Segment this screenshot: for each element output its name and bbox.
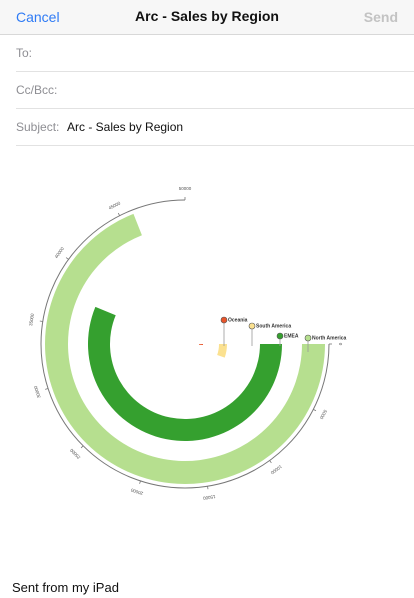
legend-label-south-america: South America bbox=[256, 324, 291, 330]
scale-tick-label: 15000 bbox=[202, 494, 216, 501]
to-label: To: bbox=[16, 46, 33, 60]
to-field[interactable]: To: bbox=[16, 35, 414, 72]
navigation-bar: Cancel Arc - Sales by Region Send bbox=[0, 0, 414, 35]
legend-label-oceania: Oceania bbox=[228, 318, 248, 324]
scale-tick bbox=[117, 212, 120, 216]
scale-tick bbox=[269, 460, 272, 464]
subject-field[interactable]: Subject: Arc - Sales by Region bbox=[16, 109, 414, 146]
legend-pin-marker-oceania bbox=[220, 316, 228, 324]
scale-tick-label: 50000 bbox=[179, 186, 192, 191]
scale-tick bbox=[80, 445, 84, 449]
cancel-button[interactable]: Cancel bbox=[16, 9, 60, 25]
scale-tick-label: 0 bbox=[338, 343, 343, 346]
scale-tick-label: 5000 bbox=[319, 409, 328, 421]
scale-tick bbox=[139, 480, 141, 484]
arc-south-america[interactable] bbox=[217, 344, 227, 358]
arc-chart: 0 5000 10000 15000 20000 25000 30000 35000 40000… bbox=[28, 186, 346, 501]
cc-bcc-field[interactable]: Cc/Bcc: bbox=[16, 72, 414, 109]
subject-value[interactable]: Arc - Sales by Region bbox=[67, 120, 184, 134]
scale-tick-label: 30000 bbox=[33, 385, 42, 399]
legend-label-emea: EMEA bbox=[284, 334, 299, 340]
legend-pin-marker-south-america bbox=[248, 322, 256, 330]
arc-north-america[interactable] bbox=[44, 213, 325, 484]
scale-tick bbox=[45, 388, 49, 390]
send-button[interactable]: Send bbox=[363, 9, 398, 25]
cc-bcc-label: Cc/Bcc: bbox=[16, 83, 58, 97]
arc-oceania[interactable] bbox=[198, 344, 203, 346]
scale-axis-arc bbox=[40, 199, 330, 489]
scale-tick-label: 25000 bbox=[69, 447, 82, 460]
scale-tick-label: 40000 bbox=[54, 246, 66, 259]
legend-label-north-america: North America bbox=[312, 336, 346, 342]
scale-tick bbox=[313, 409, 317, 412]
arc-chart-area: 0 5000 10000 15000 20000 25000 30000 35000 40000… bbox=[0, 150, 414, 550]
legend-pin-marker-north-america bbox=[304, 334, 312, 342]
scale-tick bbox=[65, 257, 69, 260]
scale-tick-label: 35000 bbox=[28, 313, 35, 327]
scale-tick-label: 45000 bbox=[108, 200, 122, 210]
signature-text: Sent from my iPad bbox=[12, 580, 119, 595]
scale-tick-label: 10000 bbox=[269, 464, 282, 476]
subject-label: Subject: bbox=[16, 120, 60, 134]
scale-tick-label: 20000 bbox=[130, 487, 144, 496]
legend-pin-marker-emea bbox=[276, 332, 284, 340]
compose-title: Arc - Sales by Region bbox=[135, 8, 279, 24]
arc-emea[interactable] bbox=[87, 306, 282, 442]
